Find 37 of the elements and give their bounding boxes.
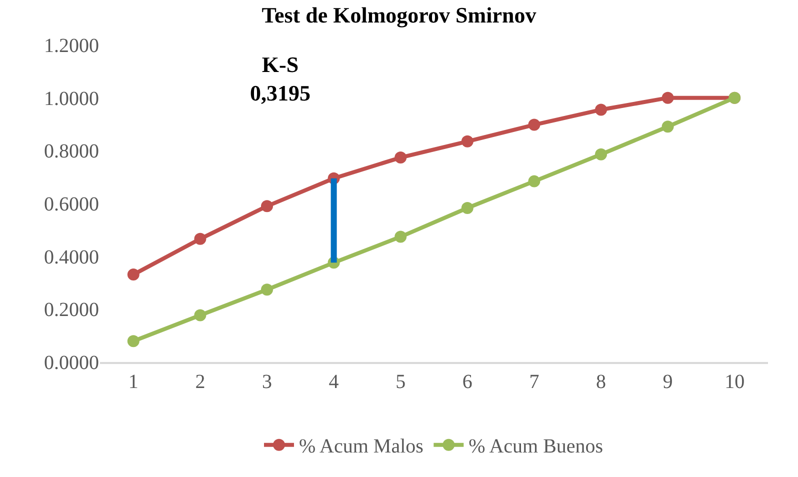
point	[127, 335, 140, 348]
y-tick-label: 0.8000	[44, 140, 99, 163]
point	[394, 230, 407, 243]
y-tick-label: 0.0000	[44, 352, 99, 374]
y-tick-label: 0.2000	[44, 299, 99, 322]
chart-title: Test de Kolmogorov Smirnov	[262, 2, 536, 28]
x-tick-label: 4	[328, 370, 339, 393]
point	[461, 135, 474, 148]
x-tick-label: 1	[128, 370, 138, 393]
legend-label: % Acum Malos	[299, 436, 424, 458]
point	[261, 284, 273, 296]
x-tick-label: 10	[724, 370, 745, 393]
x-tick-label: 8	[596, 370, 606, 393]
point	[194, 309, 206, 322]
point	[595, 104, 607, 116]
point	[461, 202, 474, 214]
point	[261, 200, 273, 212]
annotation: K-S 0,3195	[250, 52, 310, 106]
y-tick-label: 1.0000	[44, 88, 99, 110]
point	[127, 268, 140, 281]
legend-label: % Acum Buenos	[468, 436, 604, 458]
y-tick-label: 0.4000	[44, 246, 99, 268]
x-tick-label: 2	[195, 370, 206, 393]
x-tick-label: 6	[462, 370, 472, 393]
x-tick-label: 7	[529, 370, 540, 393]
point	[662, 120, 674, 133]
point	[528, 118, 540, 131]
y-tick-label: 0.6000	[44, 194, 99, 216]
point	[528, 175, 540, 188]
y-tick-label: 1.2000	[44, 35, 99, 57]
point	[595, 148, 607, 160]
x-tick-label: 9	[662, 370, 673, 393]
x-tick-label: 3	[262, 370, 272, 393]
point	[662, 92, 674, 104]
point	[194, 232, 206, 245]
point	[394, 152, 407, 164]
x-tick-label: 5	[396, 370, 406, 393]
